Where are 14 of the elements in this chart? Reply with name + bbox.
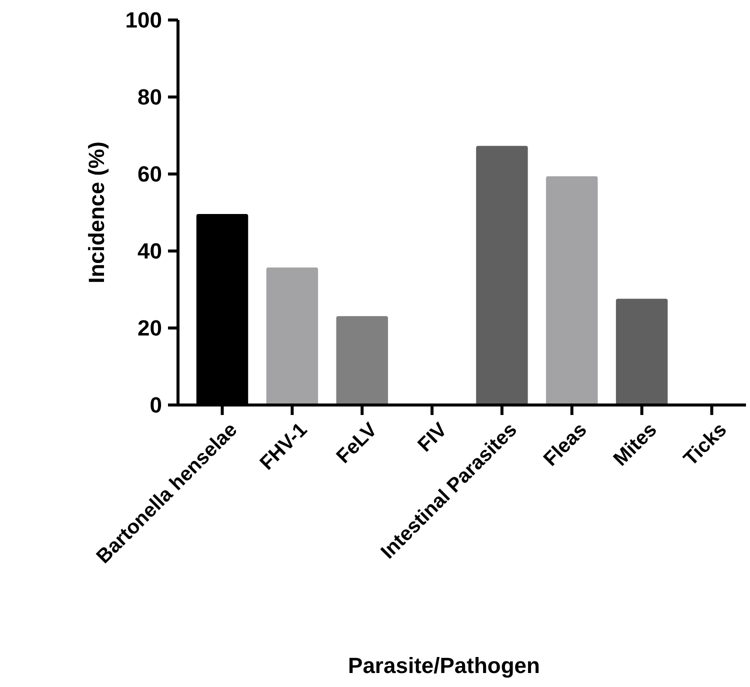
y-axis-title: Incidence (%) <box>84 142 109 284</box>
bar <box>546 176 598 405</box>
y-tick-label: 20 <box>138 316 162 341</box>
y-tick-label: 60 <box>138 162 162 187</box>
bar <box>336 316 388 405</box>
bar <box>616 298 668 405</box>
x-tick-label: FIV <box>414 418 452 456</box>
y-tick-label: 80 <box>138 84 162 110</box>
x-axis-title: Parasite/Pathogen <box>348 653 540 678</box>
y-tick-label: 0 <box>150 392 162 418</box>
bar <box>266 268 318 405</box>
y-tick-label: 100 <box>125 8 162 33</box>
bar <box>476 146 528 405</box>
y-tick-label: 40 <box>138 238 162 264</box>
